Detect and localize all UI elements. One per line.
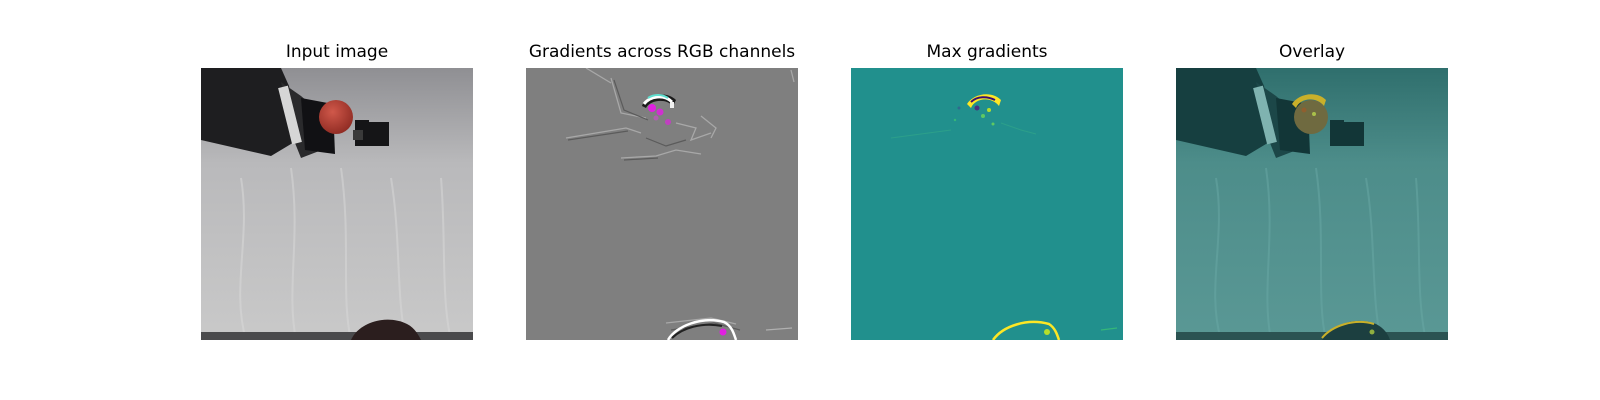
- input-image: [201, 68, 473, 340]
- overlay-panel: [1176, 68, 1448, 340]
- overlay-floor-strip: [1176, 332, 1448, 340]
- overlay-robot-arm: [1176, 68, 1364, 158]
- cloth-folds: [239, 167, 452, 340]
- panel-title-input-image: Input image: [285, 42, 389, 62]
- gradients-rgb-image: [526, 68, 798, 340]
- bottom-object: [351, 319, 421, 340]
- overlay-image: [1176, 68, 1448, 340]
- gradient-edges-light: [565, 68, 795, 325]
- bottom-object-gradient: [666, 318, 793, 340]
- max-gradients-panel: [851, 68, 1123, 340]
- floor-strip: [201, 332, 473, 340]
- overlay-cloth-folds: [1214, 167, 1427, 340]
- ball-gradient: [642, 94, 676, 125]
- bottom-max-gradient: [991, 320, 1118, 340]
- red-ball: [319, 100, 353, 134]
- ball-max-gradient: [953, 94, 1001, 126]
- gradients-rgb-panel: [526, 68, 798, 340]
- panel-title-gradients-rgb: Gradients across RGB channels: [528, 42, 796, 62]
- overlay-ball: [1292, 94, 1328, 134]
- max-gradients-image: [851, 68, 1123, 340]
- input-image-panel: [201, 68, 473, 340]
- panel-title-overlay: Overlay: [1278, 42, 1346, 62]
- panel-title-max-gradients: Max gradients: [926, 42, 1048, 62]
- gradient-background: [526, 68, 798, 340]
- max-gradient-background: [851, 68, 1123, 340]
- gradient-edges-dark: [567, 79, 741, 331]
- faint-edges: [890, 122, 1037, 139]
